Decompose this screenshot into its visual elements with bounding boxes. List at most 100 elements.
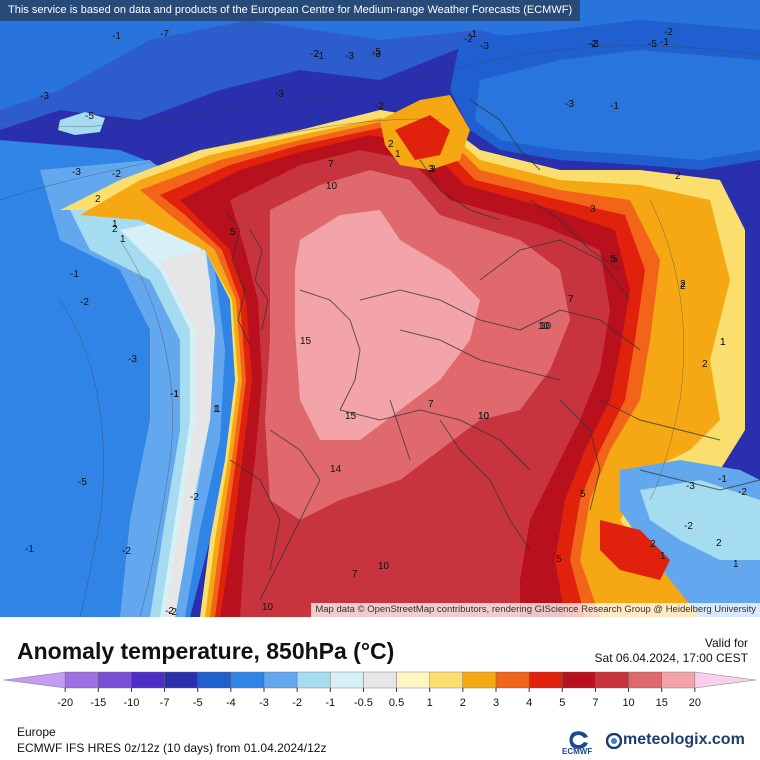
contour-label: -3 (590, 39, 599, 50)
scale-swatch (462, 671, 497, 689)
scale-tick-label: 20 (689, 697, 701, 709)
contour-label: 7 (428, 399, 434, 410)
valid-time: Sat 06.04.2024, 17:00 CEST (594, 651, 748, 665)
contour-label: 10 (478, 411, 490, 422)
contour-label: -1 (112, 31, 121, 42)
contour-label: -1 (468, 29, 477, 40)
contour-label: -2 (375, 101, 384, 112)
contour-label: -3 (480, 41, 489, 52)
contour-label: 2 (675, 171, 681, 182)
scale-tick-label: -15 (90, 697, 106, 709)
scale-swatch (98, 671, 132, 689)
scale-swatch (230, 671, 265, 689)
contour-label: -3 (72, 167, 81, 178)
map-title: Anomaly temperature, 850hPa (°C) (17, 638, 395, 664)
scale-tick-label: -7 (160, 697, 170, 709)
scale-swatch (363, 671, 397, 689)
contour-label: -3 (372, 49, 381, 60)
contour-label: 1 (733, 559, 739, 570)
contour-label: 2 (716, 538, 722, 549)
contour-label: 5 (580, 489, 586, 500)
scale-tick-label: 0.5 (389, 697, 404, 709)
contour-label: -2 (738, 487, 747, 498)
contour-label: 1 (720, 337, 726, 348)
contour-label: 10 (378, 561, 390, 572)
scale-tick-label: 15 (656, 697, 668, 709)
scale-swatch (164, 671, 198, 689)
ecmwf-data-notice: This service is based on data and produc… (0, 0, 581, 21)
contour-label: -1 (25, 544, 34, 555)
contour-label: 3 (590, 204, 596, 215)
contour-label: 15 (300, 336, 312, 347)
scale-tick-label: 5 (559, 697, 565, 709)
contour-label: 3 (428, 164, 434, 175)
ecmwf-logo-text: ECMWF (562, 747, 593, 756)
scale-swatch (495, 671, 530, 689)
temperature-anomaly-field (0, 0, 760, 617)
contour-label: 10 (326, 181, 338, 192)
scale-swatch (330, 671, 364, 689)
contour-label: 2 (95, 194, 101, 205)
scale-tick-label: -5 (193, 697, 203, 709)
contour-label: -1 (170, 389, 179, 400)
scale-tick-label: -20 (57, 697, 73, 709)
contour-label: -3 (345, 51, 354, 62)
ecmwf-logo-icon (569, 731, 588, 749)
meteologix-logo-text[interactable]: meteologix.com (623, 731, 745, 748)
contour-label: -1 (315, 51, 324, 62)
contour-label: -5 (78, 477, 87, 488)
contour-label: 1 (395, 149, 401, 160)
contour-label: 7 (328, 159, 334, 170)
region-label: Europe (17, 725, 56, 739)
weather-map[interactable]: -7 -5 -3 -1 -2 -3 -1 -3 -2 -1 -3 -5 -3 -2 -3 -5 -2 -1 -2 -3… (0, 0, 760, 617)
contour-label: -3 (40, 91, 49, 102)
scale-tick-label: 3 (493, 697, 499, 709)
contour-label: 15 (345, 411, 357, 422)
map-attribution[interactable]: Map data © OpenStreetMap contributors, r… (311, 603, 760, 617)
scale-tick-label: -0.5 (354, 697, 373, 709)
color-scale: -20 -15 -10 -7 -5 -4 -3 -2 -1 -0.5 0.5 1 2 3 4 5 7 10 15 20 (3, 671, 757, 709)
contour-label: 3 (430, 164, 436, 175)
contour-label: -2 (168, 607, 177, 618)
scale-swatch (661, 671, 696, 689)
contour-label: 2 (680, 281, 686, 292)
scale-tick-label: -10 (123, 697, 139, 709)
contour-label: 2 (680, 279, 686, 290)
contour-label: 7 (352, 569, 358, 580)
scale-swatch (396, 671, 430, 689)
contour-label: 1 (660, 551, 666, 562)
contour-label: 10 (538, 321, 550, 332)
contour-label: 2 (650, 539, 656, 550)
contour-label: -2 (684, 521, 693, 532)
scale-swatch (595, 671, 629, 689)
contour-label: 5 (610, 254, 616, 265)
contour-label: 10 (540, 321, 552, 332)
contour-label: 7 (568, 294, 574, 305)
contour-label: -3 (686, 481, 695, 492)
contour-label: -3 (275, 89, 284, 100)
contour-label: -5 (648, 39, 657, 50)
scale-swatch (429, 671, 464, 689)
contour-label: 1 (215, 404, 221, 415)
contour-label: 5 (556, 554, 562, 565)
valid-label: Valid for (704, 636, 748, 650)
scale-swatch (64, 671, 99, 689)
contour-label: -1 (70, 269, 79, 280)
contour-label: -2 (112, 169, 121, 180)
scale-swatch (628, 671, 662, 689)
contour-label: 1 (120, 234, 126, 245)
scale-swatch (528, 671, 563, 689)
contour-label: 5 (230, 227, 236, 238)
scale-tick-label: -4 (226, 697, 236, 709)
contour-label: 1 (213, 404, 219, 415)
contour-label: -2 (310, 49, 319, 60)
contour-label: -3 (565, 99, 574, 110)
contour-label: 10 (478, 411, 490, 422)
contour-label: -1 (660, 37, 669, 48)
contour-label: -1 (718, 474, 727, 485)
contour-label: 2 (702, 359, 708, 370)
contour-label: -2 (664, 27, 673, 38)
contour-label: -2 (165, 606, 174, 617)
contour-label: 1 (720, 337, 726, 348)
scale-swatch (263, 671, 298, 689)
